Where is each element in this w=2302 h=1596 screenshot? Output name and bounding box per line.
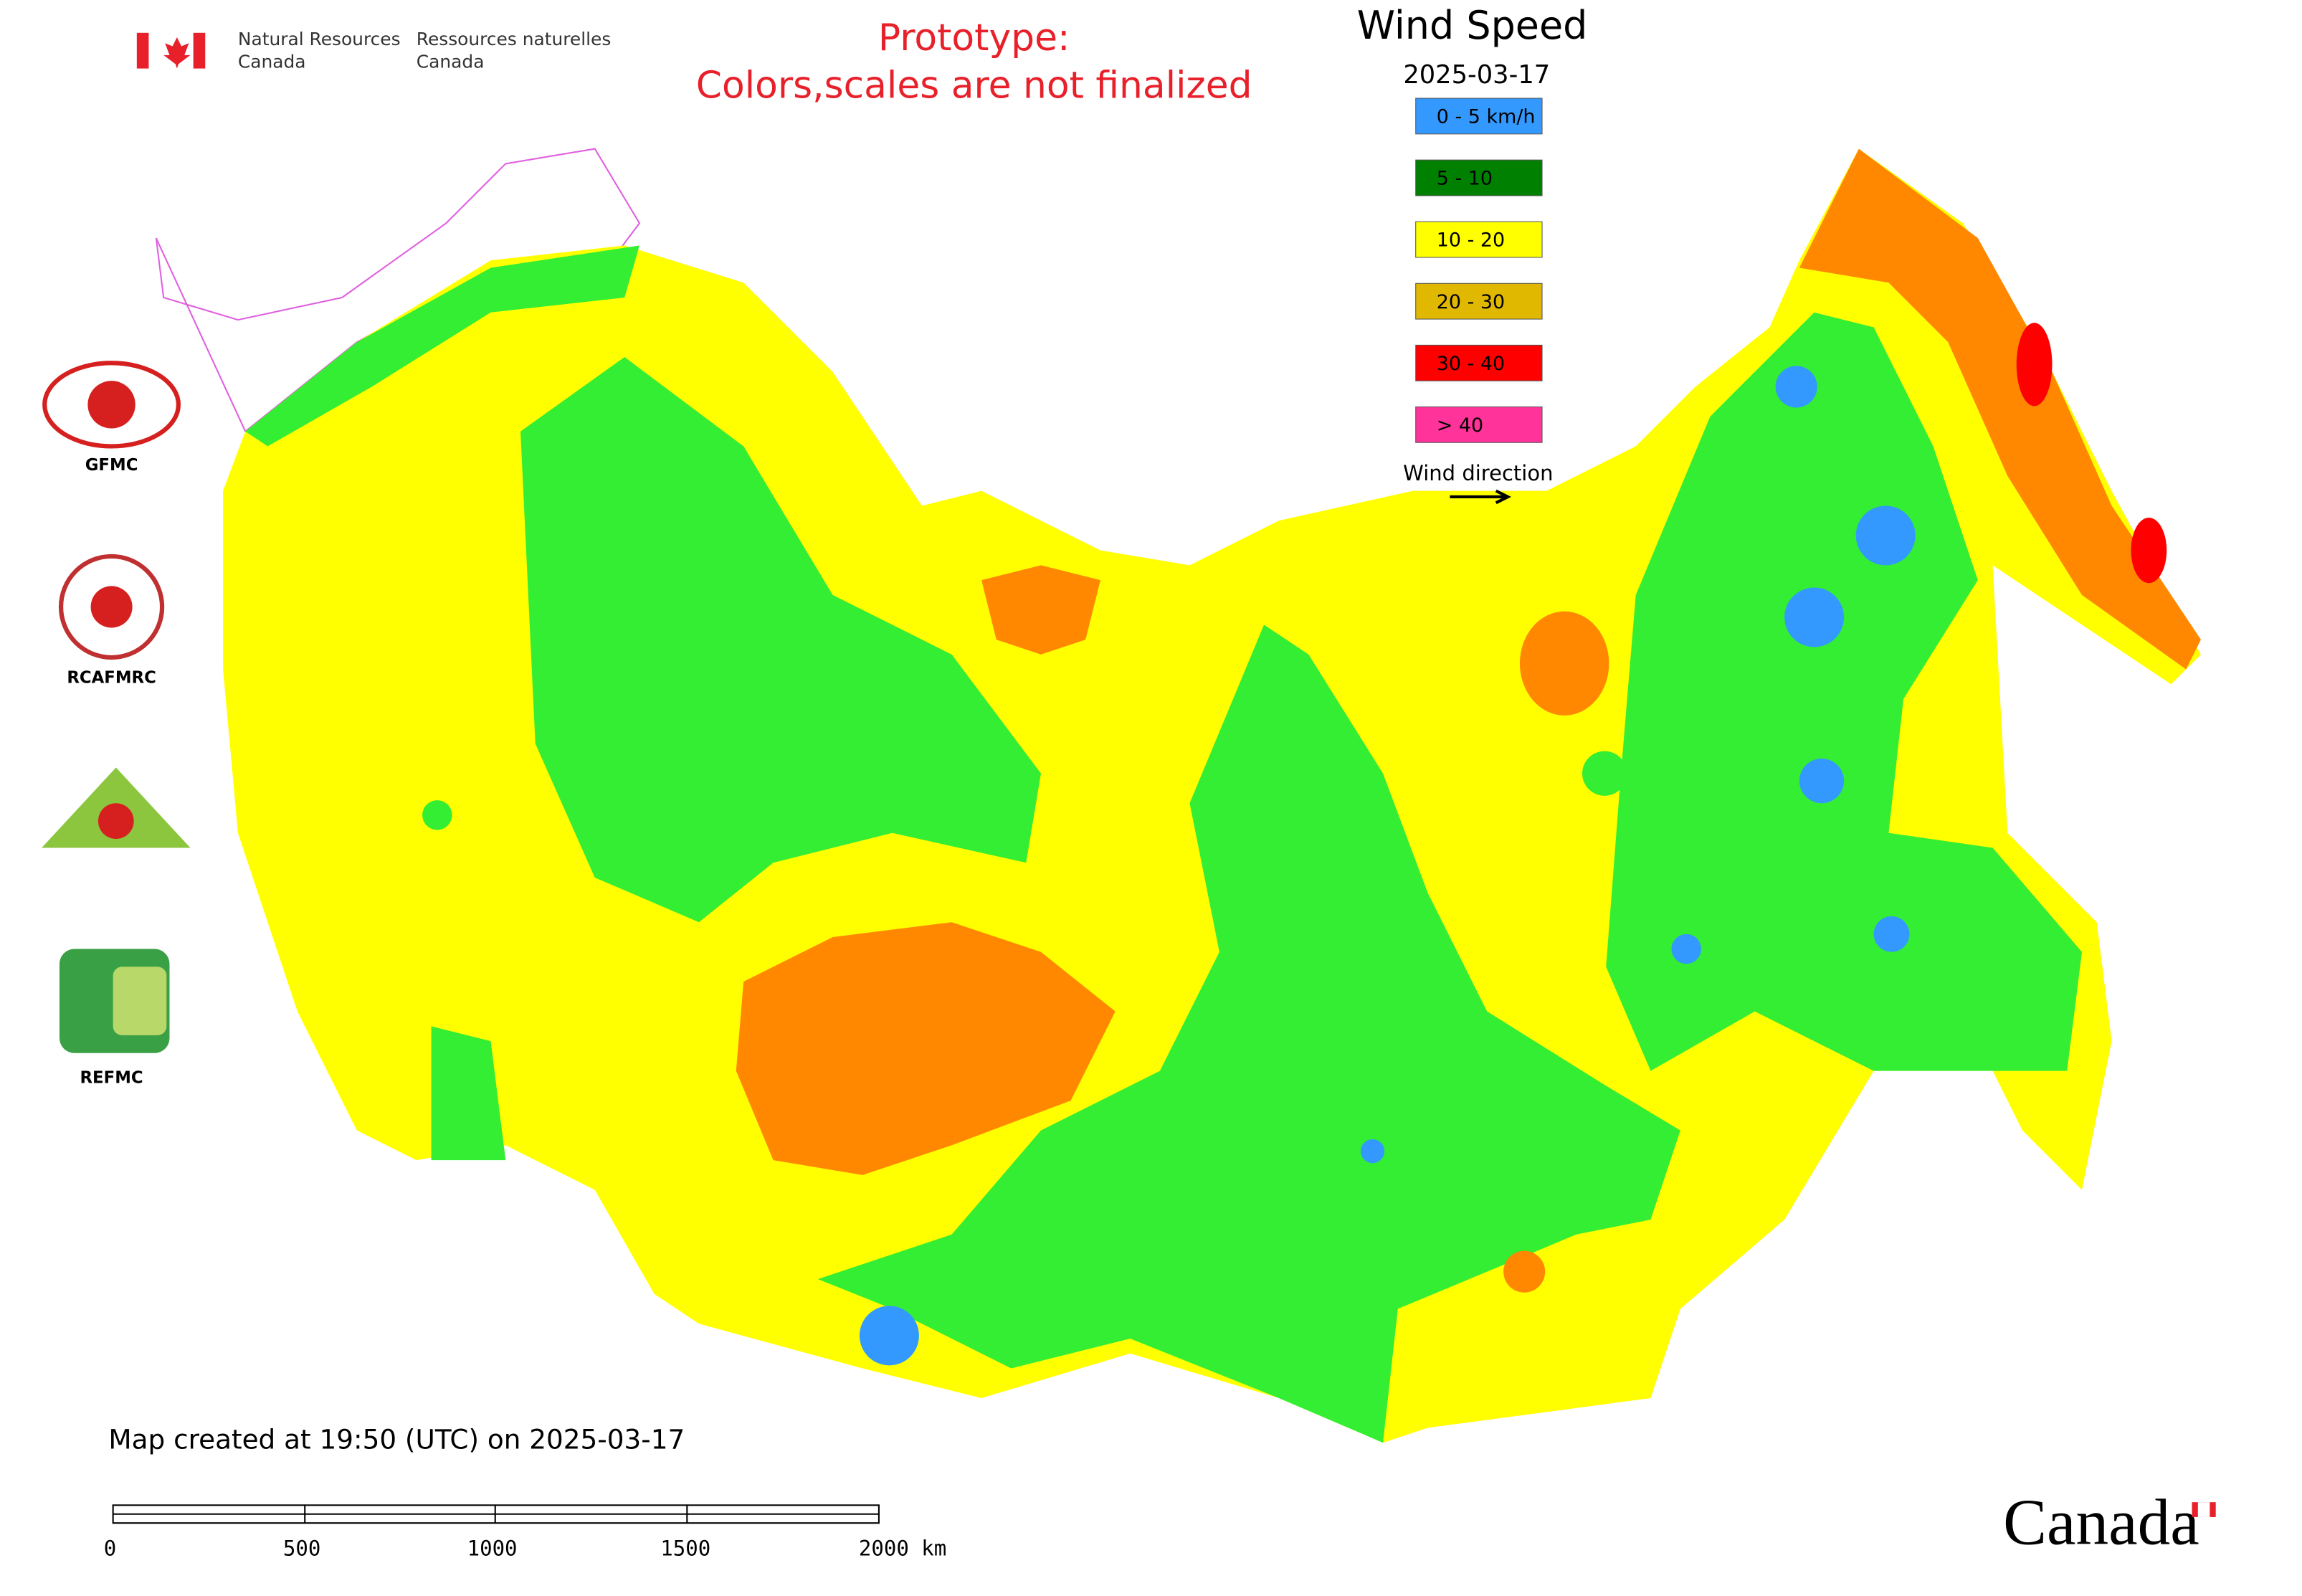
dept-fr: Ressources naturelles <box>417 29 612 49</box>
region-5-10 <box>520 356 1042 923</box>
legend: 0 - 5 km/h 5 - 10 10 - 20 20 - 30 30 - 40 > 4… <box>1415 98 1543 443</box>
map <box>155 148 2201 1443</box>
logos: GFMC RCAFMRC REFMC <box>38 361 191 1088</box>
dept-fr: Canada <box>417 51 485 72</box>
logo-reefmc <box>38 849 191 865</box>
region-0-5 <box>1855 505 1916 566</box>
logo-label: GFMC <box>85 456 138 475</box>
region-5-10 <box>817 624 1680 1443</box>
region-20-30 <box>1503 1250 1546 1293</box>
region-0-5 <box>1775 366 1817 408</box>
logo-label: REFMC <box>80 1069 143 1088</box>
region-20-30 <box>1799 148 2201 670</box>
scale-label: 1000 <box>467 1536 518 1561</box>
legend-label: 0 - 5 km/h <box>1437 106 1536 128</box>
scale-label: 500 <box>283 1536 320 1561</box>
legend-swatch <box>1415 159 1543 196</box>
legend-label: 10 - 20 <box>1437 229 1505 252</box>
legend-date: 2025-03-17 <box>1403 60 1550 90</box>
logo-gfmc <box>42 361 181 449</box>
region-5-10 <box>422 800 452 830</box>
region-20-30 <box>981 565 1100 655</box>
region-0-5 <box>1799 759 1845 804</box>
region-0-5 <box>1360 1139 1385 1164</box>
legend-label: 30 - 40 <box>1437 353 1505 375</box>
gov-header: Natural Resources Canada Ressources natu… <box>136 29 612 72</box>
notice: Prototype: <box>878 16 1070 60</box>
logo-rcafmrc <box>90 586 133 628</box>
region-20-30 <box>1519 611 1609 716</box>
region-30-40 <box>2016 323 2053 407</box>
flag-bar <box>136 32 149 69</box>
legend-label: 20 - 30 <box>1437 291 1505 313</box>
region-0-5 <box>859 1306 919 1366</box>
scale-label: 1500 <box>660 1536 710 1561</box>
logo-refmc <box>113 966 167 1035</box>
region-5-10 <box>431 1026 506 1161</box>
region-0-5 <box>1784 587 1845 647</box>
flag-bar <box>193 32 206 69</box>
legend-label: 5 - 10 <box>1437 168 1493 190</box>
region-5-10 <box>245 245 639 447</box>
wordmark-flag <box>2197 1502 2210 1517</box>
dept-en: Canada <box>238 51 306 72</box>
legend-title: Wind Speed <box>1357 3 1588 48</box>
created-note: Map created at 19:50 (UTC) on 2025-03-17 <box>108 1424 685 1455</box>
region-0-5 <box>1671 934 1701 964</box>
region-5-10 <box>1606 312 2083 1071</box>
wind-direction-label: Wind direction <box>1403 461 1553 485</box>
region-30-40 <box>2131 517 2167 584</box>
scale-labels: 0 500 1000 1500 2000 km <box>104 1536 947 1561</box>
flag-leaf <box>163 37 191 69</box>
logo-reefmc <box>97 803 134 840</box>
region-0-5 <box>1873 916 1910 952</box>
region-5-10 <box>1582 751 1627 796</box>
legend-swatch <box>1415 282 1543 320</box>
legend-swatch <box>1415 98 1543 135</box>
scale-bar <box>112 1504 880 1524</box>
legend-label: > 40 <box>1437 414 1483 437</box>
scale-label: 0 <box>104 1536 116 1561</box>
legend-swatch <box>1415 406 1543 443</box>
wind-arrow <box>1450 489 1511 505</box>
logo-label: RCAFMRC <box>67 669 156 688</box>
scale-label: 2000 km <box>859 1536 946 1561</box>
logo-gfmc <box>87 381 135 429</box>
dept-en: Natural Resources <box>238 29 401 49</box>
legend-swatch <box>1415 221 1543 258</box>
region-20-30 <box>736 922 1116 1175</box>
notice: Colors,scales are not finalized <box>696 65 1252 108</box>
legend-swatch <box>1415 344 1543 381</box>
canada-wordmark: Canada <box>2003 1486 2199 1558</box>
